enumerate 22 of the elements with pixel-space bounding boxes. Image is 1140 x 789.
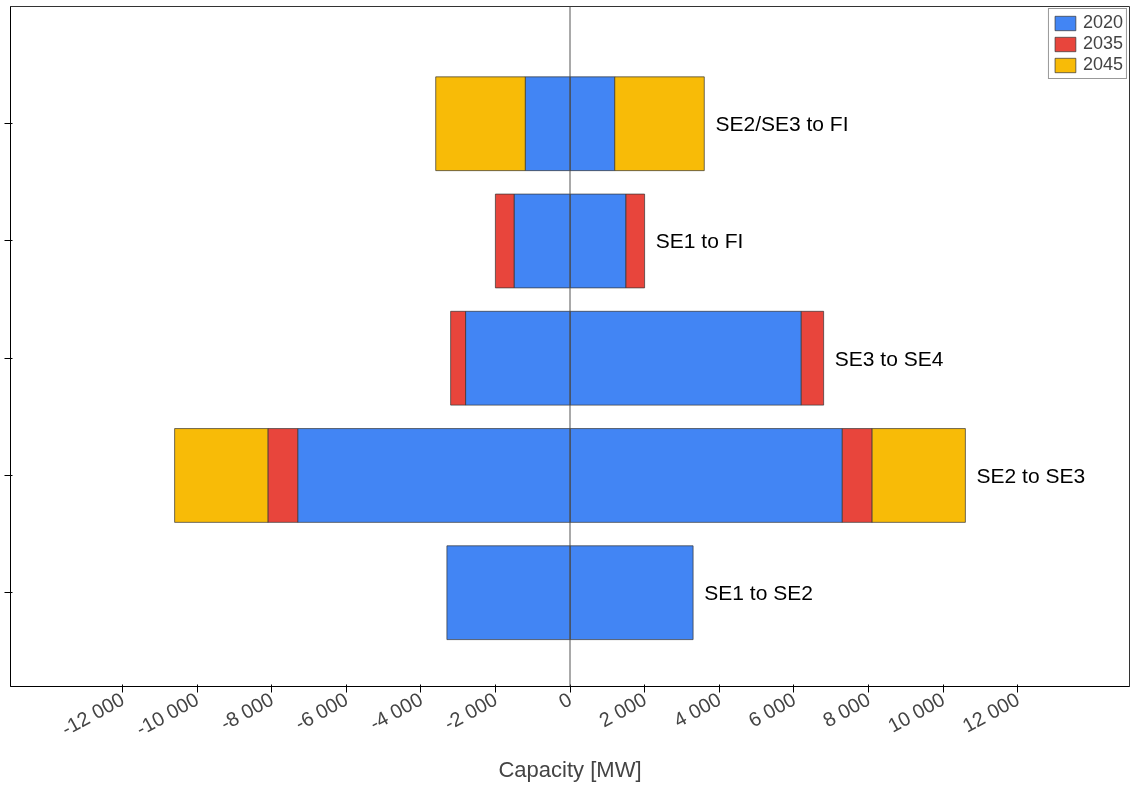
legend-label: 2020 <box>1082 12 1123 33</box>
x-tick-label: 2 000 <box>595 687 650 732</box>
y-tick-label: SE2/SE3 to FI <box>715 112 849 136</box>
y-tick-label: SE1 to SE2 <box>704 581 813 605</box>
y-tick-label: SE3 to SE4 <box>834 346 944 370</box>
x-tick-label: -2 000 <box>440 687 501 735</box>
x-tick-label: -10 000 <box>132 687 203 740</box>
x-tick-label: 12 000 <box>958 687 1023 737</box>
x-tick-label: -8 000 <box>216 687 277 735</box>
x-tick-label: -4 000 <box>365 687 427 735</box>
x-tick-label: 0 <box>554 687 576 713</box>
legend-label: 2035 <box>1082 33 1123 54</box>
x-tick-label: -6 000 <box>291 687 352 735</box>
legend-label: 2045 <box>1082 54 1123 75</box>
y-tick-label: SE1 to FI <box>655 229 744 253</box>
x-tick-label: 10 000 <box>884 687 949 737</box>
x-tick-label: 4 000 <box>670 687 725 732</box>
x-tick-label: -12 000 <box>57 687 128 740</box>
y-tick-label: SE2 to SE3 <box>976 463 1086 487</box>
x-tick-label: 6 000 <box>744 687 800 732</box>
x-tick-label: 8 000 <box>819 687 874 732</box>
x-axis-title: Capacity [MW] <box>498 757 642 783</box>
